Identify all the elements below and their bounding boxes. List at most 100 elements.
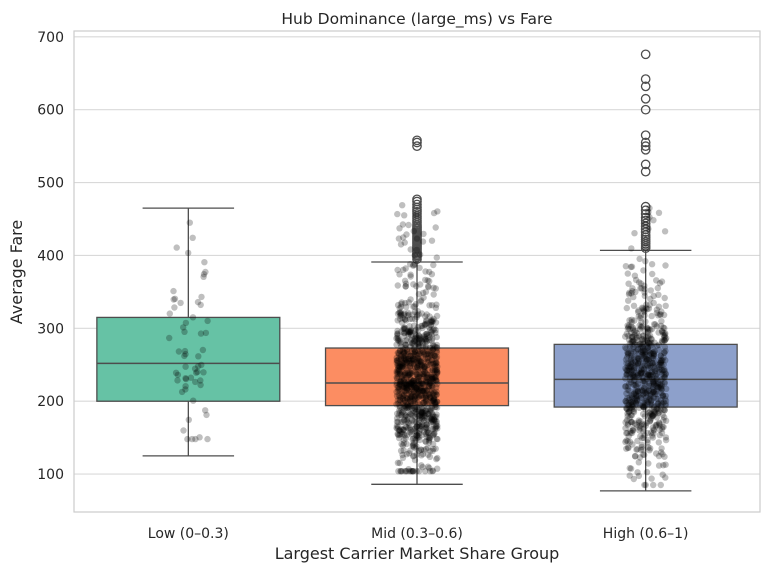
strip-point-1-31 xyxy=(177,299,184,307)
strip-point-3-357 xyxy=(656,366,663,373)
strip-point-2-805 xyxy=(396,363,404,370)
strip-point-2-5 xyxy=(407,383,415,391)
strip-point-3-409 xyxy=(638,341,645,348)
strip-point-3-213 xyxy=(646,351,653,359)
strip-point-3-329 xyxy=(635,355,642,363)
strip-point-2-134 xyxy=(405,356,413,363)
strip-point-2-983 xyxy=(406,425,414,432)
strip-point-3-556 xyxy=(653,374,660,382)
strip-point-2-28 xyxy=(397,311,405,319)
strip-point-3-640 xyxy=(623,354,631,361)
strip-point-2-74 xyxy=(426,351,433,358)
strip-point-3-648 xyxy=(631,382,638,389)
strip-point-2-756 xyxy=(407,388,415,395)
strip-point-2-119 xyxy=(407,410,414,418)
strip-point-2-155 xyxy=(415,378,422,385)
strip-point-2-569 xyxy=(433,374,440,381)
strip-point-2-347 xyxy=(426,391,433,398)
strip-point-2-329 xyxy=(406,388,413,395)
strip-point-3-502 xyxy=(647,393,654,400)
strip-point-2-661 xyxy=(420,348,427,356)
strip-point-2-766 xyxy=(401,324,409,332)
strip-point-2-280 xyxy=(421,321,428,328)
strip-point-3-81 xyxy=(661,373,668,381)
strip-point-2-433 xyxy=(429,367,437,374)
strip-point-2-55 xyxy=(429,375,436,382)
strip-point-2-139 xyxy=(424,444,431,451)
strip-point-3-529 xyxy=(647,350,654,357)
strip-point-3-590 xyxy=(644,337,651,345)
strip-point-2-572 xyxy=(430,360,437,368)
strip-point-3-143 xyxy=(643,357,650,365)
strip-point-2-931 xyxy=(424,354,432,362)
strip-point-2-378 xyxy=(414,340,421,347)
strip-point-2-558 xyxy=(396,309,403,316)
strip-point-2-630 xyxy=(415,394,423,401)
strip-point-2-993 xyxy=(430,397,437,404)
strip-point-3-23 xyxy=(628,360,635,368)
strip-point-2-684 xyxy=(408,468,416,475)
strip-point-3-449 xyxy=(650,481,657,489)
strip-point-3-195 xyxy=(635,361,642,368)
strip-point-3-285 xyxy=(624,322,631,329)
strip-point-3-232 xyxy=(639,446,646,453)
strip-point-2-1 xyxy=(412,384,420,391)
strip-point-2-628 xyxy=(406,396,414,403)
strip-point-2-889 xyxy=(425,382,433,390)
strip-point-2-994 xyxy=(423,371,431,378)
strip-point-2-854 xyxy=(416,251,424,258)
strip-point-2-722 xyxy=(407,327,414,335)
strip-point-3-175 xyxy=(641,403,648,411)
strip-point-2-356 xyxy=(427,360,434,368)
strip-point-2-669 xyxy=(394,349,401,357)
strip-point-3-695 xyxy=(636,404,643,411)
strip-point-2-441 xyxy=(411,252,418,259)
strip-point-3-464 xyxy=(637,369,645,376)
strip-point-2-70 xyxy=(421,363,428,370)
strip-point-2-954 xyxy=(418,408,425,416)
strip-point-2-775 xyxy=(428,356,436,364)
outlier-3-11 xyxy=(640,218,651,229)
strip-point-2-834 xyxy=(407,261,414,268)
strip-point-2-213 xyxy=(415,291,423,298)
strip-point-2-32 xyxy=(410,360,418,367)
strip-point-3-205 xyxy=(633,362,640,369)
strip-point-3-295 xyxy=(638,318,645,326)
strip-point-3-509 xyxy=(639,347,646,354)
strip-point-3-472 xyxy=(631,453,639,460)
strip-point-3-95 xyxy=(630,475,637,483)
strip-point-3-344 xyxy=(640,428,647,435)
strip-point-1-24 xyxy=(201,259,208,266)
strip-point-2-673 xyxy=(401,397,408,404)
strip-point-3-699 xyxy=(634,308,642,316)
strip-point-2-705 xyxy=(411,393,418,401)
strip-point-2-603 xyxy=(393,422,401,429)
strip-point-2-149 xyxy=(410,417,417,425)
strip-point-3-524 xyxy=(657,397,665,404)
strip-point-3-634 xyxy=(633,394,640,402)
strip-point-2-544 xyxy=(403,384,411,391)
strip-point-2-470 xyxy=(433,398,441,405)
strip-point-3-521 xyxy=(644,361,651,368)
strip-point-3-567 xyxy=(634,396,641,404)
strip-point-3-596 xyxy=(655,303,663,310)
strip-point-2-49 xyxy=(432,403,440,410)
strip-point-2-813 xyxy=(414,340,422,347)
strip-point-3-489 xyxy=(641,347,648,354)
strip-point-2-367 xyxy=(431,352,438,359)
strip-point-3-184 xyxy=(661,332,668,340)
strip-point-2-399 xyxy=(409,417,416,424)
strip-point-3-262 xyxy=(658,361,665,369)
strip-point-3-332 xyxy=(648,354,655,361)
strip-point-3-125 xyxy=(649,434,657,441)
strip-point-2-653 xyxy=(403,374,410,381)
strip-point-2-116 xyxy=(433,420,440,428)
strip-point-3-19 xyxy=(631,328,638,335)
strip-point-3-598 xyxy=(627,465,635,472)
strip-point-3-159 xyxy=(646,382,653,389)
strip-point-2-609 xyxy=(428,375,436,382)
strip-point-3-356 xyxy=(625,351,632,358)
strip-point-1-48 xyxy=(170,296,177,303)
strip-point-2-163 xyxy=(416,264,423,272)
